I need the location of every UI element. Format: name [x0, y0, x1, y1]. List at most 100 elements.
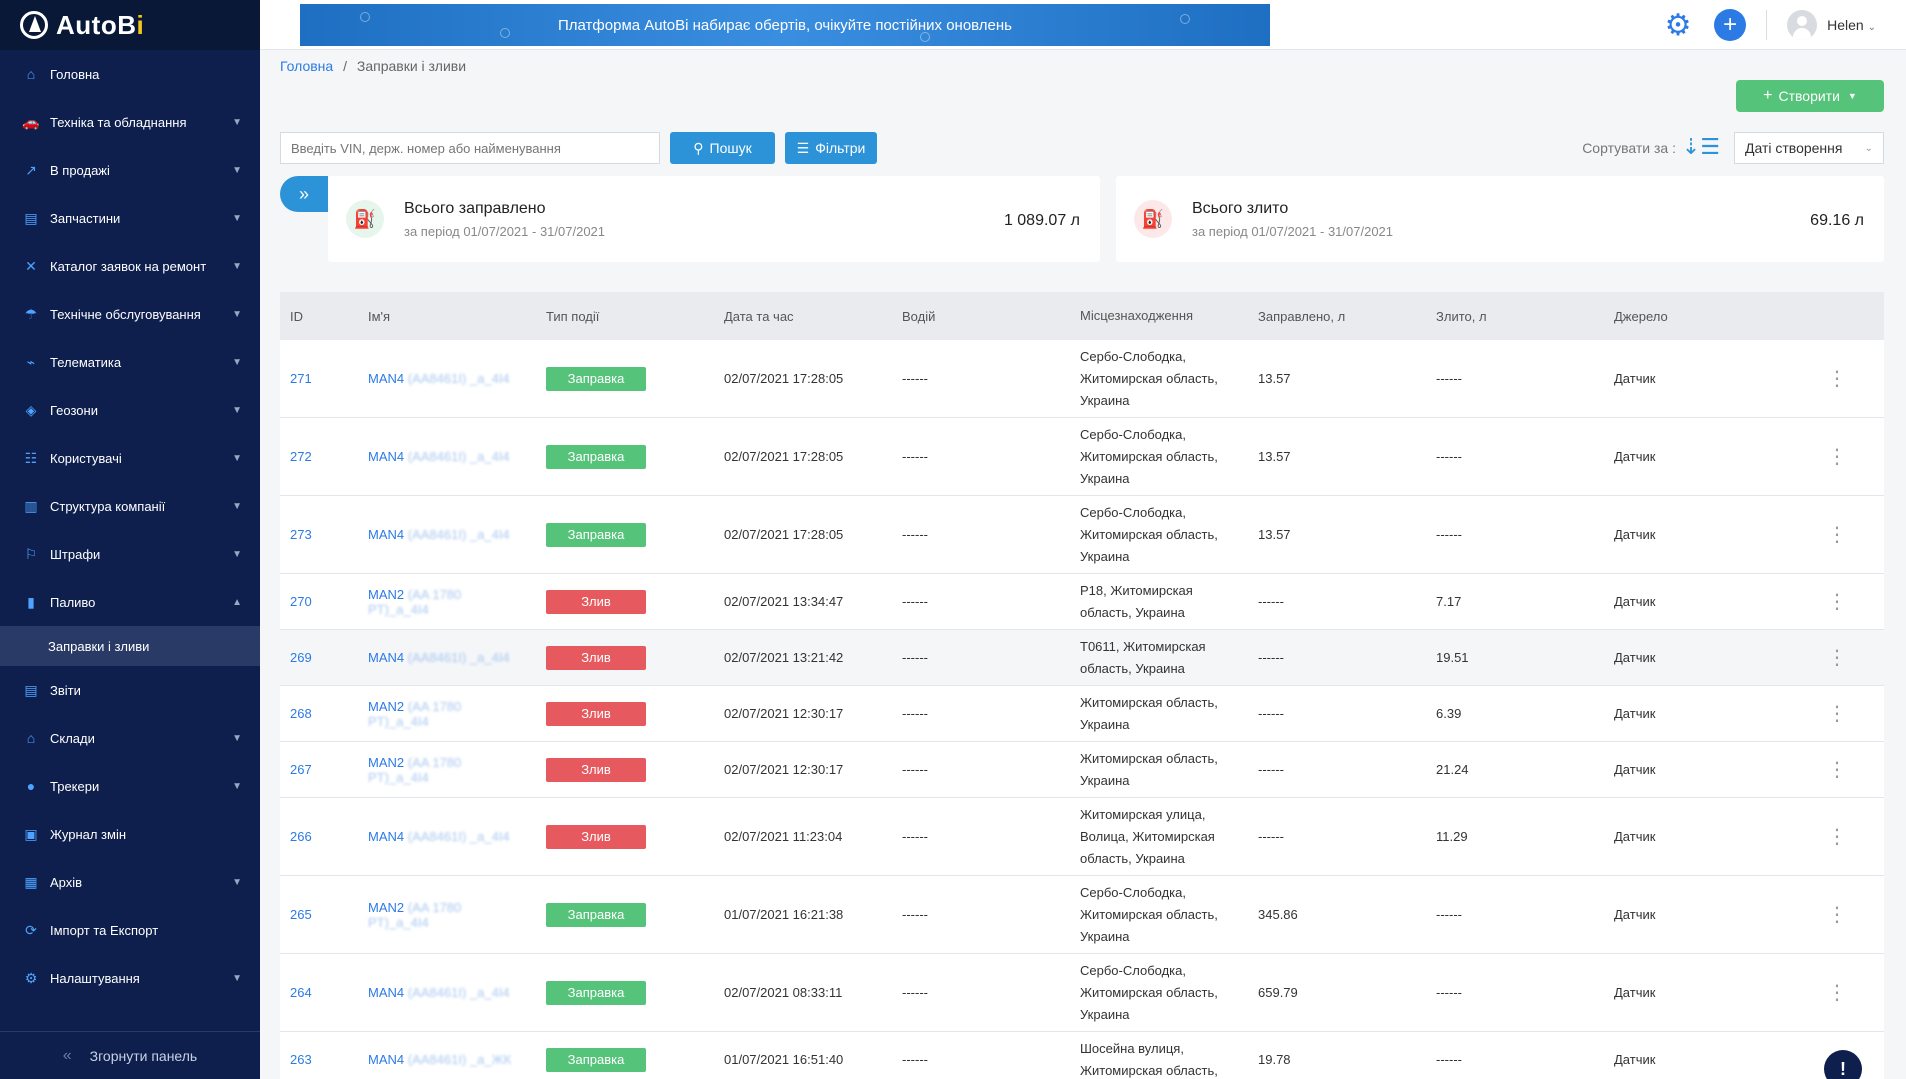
sidebar-item-warehouse[interactable]: ⌂ Склади ▼: [0, 714, 260, 762]
sidebar-item-service[interactable]: ☂ Технічне обслуговування ▼: [0, 290, 260, 338]
sidebar-item-geozone[interactable]: ◈ Геозони ▼: [0, 386, 260, 434]
search-button[interactable]: ⚲ Пошук: [670, 132, 775, 164]
vehicle-name-link[interactable]: MAN4 (AA8461I) _a_4I4: [368, 829, 546, 844]
table-row[interactable]: 265 MAN2 (AA 1780 PT)_a_4I4 Заправка 01/07/2…: [280, 876, 1884, 954]
sidebar-item-structure[interactable]: ▥ Структура компанії ▼: [0, 482, 260, 530]
vehicle-name-link[interactable]: MAN4 (AA8461I) _a_4I4: [368, 371, 546, 386]
create-button[interactable]: + Створити ▼: [1736, 80, 1884, 112]
location-line: Житомирская область,: [1080, 750, 1218, 766]
vehicle-name-link[interactable]: MAN4 (AA8461I) _a_ЖК: [368, 1052, 546, 1067]
chevron-down-icon: ▼: [232, 260, 242, 272]
vehicle-name-link[interactable]: MAN4 (AA8461I) _a_4I4: [368, 449, 546, 464]
row-actions-menu-icon[interactable]: ⋮: [1827, 826, 1847, 848]
caret-down-icon: ▼: [1847, 91, 1857, 101]
table-row[interactable]: 269 MAN4 (AA8461I) _a_4I4 Злив 02/07/2021 1…: [280, 630, 1884, 686]
row-id-link[interactable]: 264: [290, 985, 312, 1000]
parts-icon: ▤: [24, 209, 38, 226]
vehicle-name-link[interactable]: MAN4 (AA8461I) _a_4I4: [368, 650, 546, 665]
sidebar-item-telematics[interactable]: ⌁ Телематика ▼: [0, 338, 260, 386]
sidebar-subitem-refuels-drains[interactable]: Заправки і зливи: [0, 626, 260, 666]
row-actions-menu-icon[interactable]: ⋮: [1827, 703, 1847, 725]
vehicle-name-link[interactable]: MAN2 (AA 1780 PT)_a_4I4: [368, 755, 546, 785]
row-id-link[interactable]: 270: [290, 594, 312, 609]
decor-circle-icon: [920, 32, 930, 42]
vehicle-name-link[interactable]: MAN2 (AA 1780 PT)_a_4I4: [368, 699, 546, 729]
vehicle-name-link[interactable]: MAN4 (AA8461I) _a_4I4: [368, 985, 546, 1000]
app-logo[interactable]: AutoBi: [0, 0, 260, 50]
vehicle-name-link[interactable]: MAN4 (AA8461I) _a_4I4: [368, 527, 546, 542]
sidebar-item-sale[interactable]: ↗ В продажі ▼: [0, 146, 260, 194]
sidebar-item-fines[interactable]: ⚐ Штрафи ▼: [0, 530, 260, 578]
row-actions-menu-icon[interactable]: ⋮: [1827, 647, 1847, 669]
row-actions-menu-icon[interactable]: ⋮: [1827, 982, 1847, 1004]
table-row[interactable]: 268 MAN2 (AA 1780 PT)_a_4I4 Злив 02/07/2021 …: [280, 686, 1884, 742]
table-row[interactable]: 271 MAN4 (AA8461I) _a_4I4 Заправка 02/07/20…: [280, 340, 1884, 418]
expand-summary-button[interactable]: »: [280, 176, 328, 212]
breadcrumb-home-link[interactable]: Головна: [280, 58, 334, 74]
location-cell: Сербо-Слободка, Житомирская область, Украи…: [1080, 882, 1258, 948]
refueled-amount: ------: [1258, 650, 1284, 665]
sidebar-item-tools[interactable]: ✕ Каталог заявок на ремонт ▼: [0, 242, 260, 290]
row-actions-menu-icon[interactable]: ⋮: [1827, 524, 1847, 546]
row-id-link[interactable]: 272: [290, 449, 312, 464]
vehicle-name: MAN2: [368, 899, 405, 915]
table-row[interactable]: 272 MAN4 (AA8461I) _a_4I4 Заправка 02/07/20…: [280, 418, 1884, 496]
refueled-title: Всього заправлено: [404, 200, 546, 217]
row-id-link[interactable]: 265: [290, 907, 312, 922]
collapse-panel-button[interactable]: « Згорнути панель: [0, 1031, 260, 1079]
location-line: Житомирская область,: [1080, 694, 1218, 710]
sidebar-item-reports[interactable]: ▤ Звіти: [0, 666, 260, 714]
sidebar-item-settings[interactable]: ⚙ Налаштування ▼: [0, 954, 260, 1002]
row-id-link[interactable]: 263: [290, 1052, 312, 1067]
gear-icon[interactable]: ⚙: [1664, 8, 1692, 42]
row-actions-menu-icon[interactable]: ⋮: [1827, 446, 1847, 468]
archive-icon: ▦: [24, 873, 38, 890]
sidebar-item-fuel[interactable]: ▮ Паливо ▲: [0, 578, 260, 626]
search-input[interactable]: [280, 132, 660, 164]
row-id-link[interactable]: 269: [290, 650, 312, 665]
driver-name: ------: [902, 762, 928, 777]
sidebar-item-tracker[interactable]: ● Трекери ▼: [0, 762, 260, 810]
add-button[interactable]: +: [1714, 9, 1747, 41]
sidebar-item-home[interactable]: ⌂ Головна: [0, 50, 260, 98]
sidebar-item-archive[interactable]: ▦ Архів ▼: [0, 858, 260, 906]
table-row[interactable]: 266 MAN4 (AA8461I) _a_4I4 Злив 02/07/2021 1…: [280, 798, 1884, 876]
sidebar-item-car[interactable]: 🚗 Техніка та обладнання ▼: [0, 98, 260, 146]
table-row[interactable]: 273 MAN4 (AA8461I) _a_4I4 Заправка 02/07/20…: [280, 496, 1884, 574]
row-id-link[interactable]: 266: [290, 829, 312, 844]
vehicle-name-link[interactable]: MAN2 (AA 1780 PT)_a_4I4: [368, 900, 546, 930]
driver-name: ------: [902, 371, 928, 386]
sidebar-item-log[interactable]: ▣ Журнал змін: [0, 810, 260, 858]
exclamation-icon: !: [1840, 1058, 1846, 1079]
row-id-link[interactable]: 267: [290, 762, 312, 777]
sidebar-item-parts[interactable]: ▤ Запчастини ▼: [0, 194, 260, 242]
event-type-badge: Злив: [546, 757, 646, 782]
help-chat-button[interactable]: !: [1824, 1050, 1862, 1079]
warehouse-icon: ⌂: [26, 730, 36, 746]
row-id-link[interactable]: 273: [290, 527, 312, 542]
fines-icon: ⚐: [24, 545, 38, 562]
table-row[interactable]: 267 MAN2 (AA 1780 PT)_a_4I4 Злив 02/07/2021 …: [280, 742, 1884, 798]
sort-select[interactable]: Даті створення ⌄: [1734, 132, 1884, 164]
sidebar-item-users[interactable]: ☷ Користувачі ▼: [0, 434, 260, 482]
row-actions-menu-icon[interactable]: ⋮: [1827, 591, 1847, 613]
location-line: Украина: [1080, 470, 1130, 486]
row-actions-menu-icon[interactable]: ⋮: [1827, 368, 1847, 390]
filters-button[interactable]: ☰ Фільтри: [785, 132, 877, 164]
chevron-down-icon: ▼: [232, 876, 242, 888]
table-row[interactable]: 263 MAN4 (AA8461I) _a_ЖК Заправка 01/07/202…: [280, 1032, 1884, 1079]
sort-direction-icon[interactable]: ⇣☰: [1681, 134, 1720, 159]
row-id-link[interactable]: 271: [290, 371, 312, 386]
row-actions-menu-icon[interactable]: ⋮: [1827, 759, 1847, 781]
announcement-banner[interactable]: Платформа AutoBi набирає обертів, очікуй…: [300, 4, 1270, 46]
row-id-link[interactable]: 268: [290, 706, 312, 721]
row-actions-menu-icon[interactable]: ⋮: [1827, 904, 1847, 926]
vehicle-name: MAN4: [368, 371, 405, 386]
vehicle-name-link[interactable]: MAN2 (AA 1780 PT)_a_4I4: [368, 587, 546, 617]
user-menu[interactable]: Helen ⌄: [1827, 17, 1876, 33]
location-line: Житомирская область,: [1080, 370, 1218, 386]
sidebar-item-import[interactable]: ⟳ Імпорт та Експорт: [0, 906, 260, 954]
table-row[interactable]: 270 MAN2 (AA 1780 PT)_a_4I4 Злив 02/07/2021 …: [280, 574, 1884, 630]
table-row[interactable]: 264 MAN4 (AA8461I) _a_4I4 Заправка 02/07/20…: [280, 954, 1884, 1032]
avatar[interactable]: [1787, 10, 1818, 40]
